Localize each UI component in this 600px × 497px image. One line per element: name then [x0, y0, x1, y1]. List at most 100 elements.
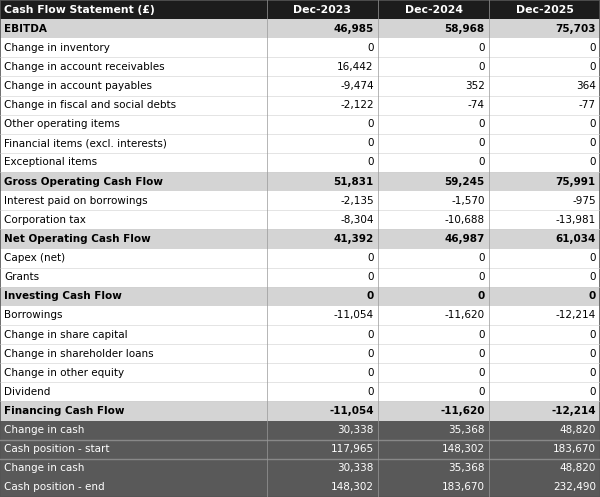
Text: 59,245: 59,245 [445, 176, 485, 186]
Text: 0: 0 [478, 387, 485, 397]
Text: 0: 0 [478, 348, 485, 359]
Text: 61,034: 61,034 [556, 234, 596, 244]
Text: Change in fiscal and social debts: Change in fiscal and social debts [4, 100, 176, 110]
Text: 46,987: 46,987 [445, 234, 485, 244]
Text: 41,392: 41,392 [334, 234, 374, 244]
Text: 51,831: 51,831 [334, 176, 374, 186]
Text: 0: 0 [367, 138, 374, 149]
Bar [0, 0, 600, 19]
Text: 16,442: 16,442 [337, 62, 374, 72]
Text: 0: 0 [589, 291, 596, 301]
Text: 30,338: 30,338 [337, 425, 374, 435]
Text: Gross Operating Cash Flow: Gross Operating Cash Flow [4, 176, 163, 186]
Bar [0, 478, 600, 497]
Text: -9,474: -9,474 [340, 81, 374, 91]
Text: 183,670: 183,670 [442, 483, 485, 493]
Bar [0, 402, 600, 420]
Text: -12,214: -12,214 [556, 311, 596, 321]
Bar [0, 459, 600, 478]
Bar [0, 172, 600, 191]
Text: 30,338: 30,338 [337, 463, 374, 473]
Bar [0, 19, 600, 38]
Text: Change in account receivables: Change in account receivables [4, 62, 165, 72]
Text: EBITDA: EBITDA [4, 24, 47, 34]
Text: -10,688: -10,688 [445, 215, 485, 225]
Text: 46,985: 46,985 [334, 24, 374, 34]
Text: -2,135: -2,135 [340, 196, 374, 206]
Text: Corporation tax: Corporation tax [4, 215, 86, 225]
Text: 0: 0 [589, 368, 596, 378]
Text: 0: 0 [589, 348, 596, 359]
Text: Change in other equity: Change in other equity [4, 368, 124, 378]
Bar [0, 230, 600, 248]
Bar [0, 306, 600, 325]
Text: -11,620: -11,620 [440, 406, 485, 416]
Text: Cash position - start: Cash position - start [4, 444, 110, 454]
Text: 0: 0 [478, 119, 485, 129]
Text: Dec-2024: Dec-2024 [404, 4, 463, 14]
Text: 232,490: 232,490 [553, 483, 596, 493]
Text: 0: 0 [478, 43, 485, 53]
Text: 0: 0 [478, 253, 485, 263]
Text: 0: 0 [367, 368, 374, 378]
Text: 0: 0 [478, 62, 485, 72]
Text: Investing Cash Flow: Investing Cash Flow [4, 291, 122, 301]
Text: 0: 0 [478, 138, 485, 149]
Bar [0, 95, 600, 115]
Text: Grants: Grants [4, 272, 40, 282]
Text: 0: 0 [478, 158, 485, 167]
Text: 0: 0 [367, 253, 374, 263]
Text: Change in cash: Change in cash [4, 425, 85, 435]
Text: 48,820: 48,820 [559, 463, 596, 473]
Bar [0, 363, 600, 382]
Text: -77: -77 [579, 100, 596, 110]
Text: Exceptional items: Exceptional items [4, 158, 97, 167]
Text: 35,368: 35,368 [448, 425, 485, 435]
Text: Change in inventory: Change in inventory [4, 43, 110, 53]
Text: 0: 0 [478, 272, 485, 282]
Text: 0: 0 [589, 272, 596, 282]
Bar [0, 267, 600, 287]
Text: Cash Flow Statement (£): Cash Flow Statement (£) [4, 4, 155, 14]
Text: 35,368: 35,368 [448, 463, 485, 473]
Text: 352: 352 [465, 81, 485, 91]
Bar [0, 115, 600, 134]
Text: 0: 0 [478, 368, 485, 378]
Text: 0: 0 [367, 158, 374, 167]
Text: 75,991: 75,991 [556, 176, 596, 186]
Bar [0, 344, 600, 363]
Text: Dividend: Dividend [4, 387, 50, 397]
Text: 0: 0 [478, 291, 485, 301]
Text: 0: 0 [367, 330, 374, 339]
Text: -11,054: -11,054 [334, 311, 374, 321]
Text: Borrowings: Borrowings [4, 311, 63, 321]
Text: -975: -975 [572, 196, 596, 206]
Text: 0: 0 [367, 348, 374, 359]
Text: 117,965: 117,965 [331, 444, 374, 454]
Bar [0, 325, 600, 344]
Text: 183,670: 183,670 [553, 444, 596, 454]
Text: Capex (net): Capex (net) [4, 253, 65, 263]
Text: Net Operating Cash Flow: Net Operating Cash Flow [4, 234, 151, 244]
Text: 0: 0 [589, 119, 596, 129]
Text: -2,122: -2,122 [340, 100, 374, 110]
Bar [0, 440, 600, 459]
Text: 48,820: 48,820 [559, 425, 596, 435]
Text: 58,968: 58,968 [445, 24, 485, 34]
Text: 148,302: 148,302 [331, 483, 374, 493]
Text: 0: 0 [589, 158, 596, 167]
Bar [0, 382, 600, 402]
Text: -13,981: -13,981 [556, 215, 596, 225]
Text: Dec-2025: Dec-2025 [515, 4, 574, 14]
Bar [0, 57, 600, 77]
Bar [0, 38, 600, 57]
Text: Cash position - end: Cash position - end [4, 483, 105, 493]
Bar [0, 420, 600, 440]
Text: 0: 0 [367, 119, 374, 129]
Text: 0: 0 [589, 387, 596, 397]
Bar [0, 77, 600, 95]
Text: 0: 0 [367, 272, 374, 282]
Text: -1,570: -1,570 [451, 196, 485, 206]
Text: 75,703: 75,703 [556, 24, 596, 34]
Text: 0: 0 [478, 330, 485, 339]
